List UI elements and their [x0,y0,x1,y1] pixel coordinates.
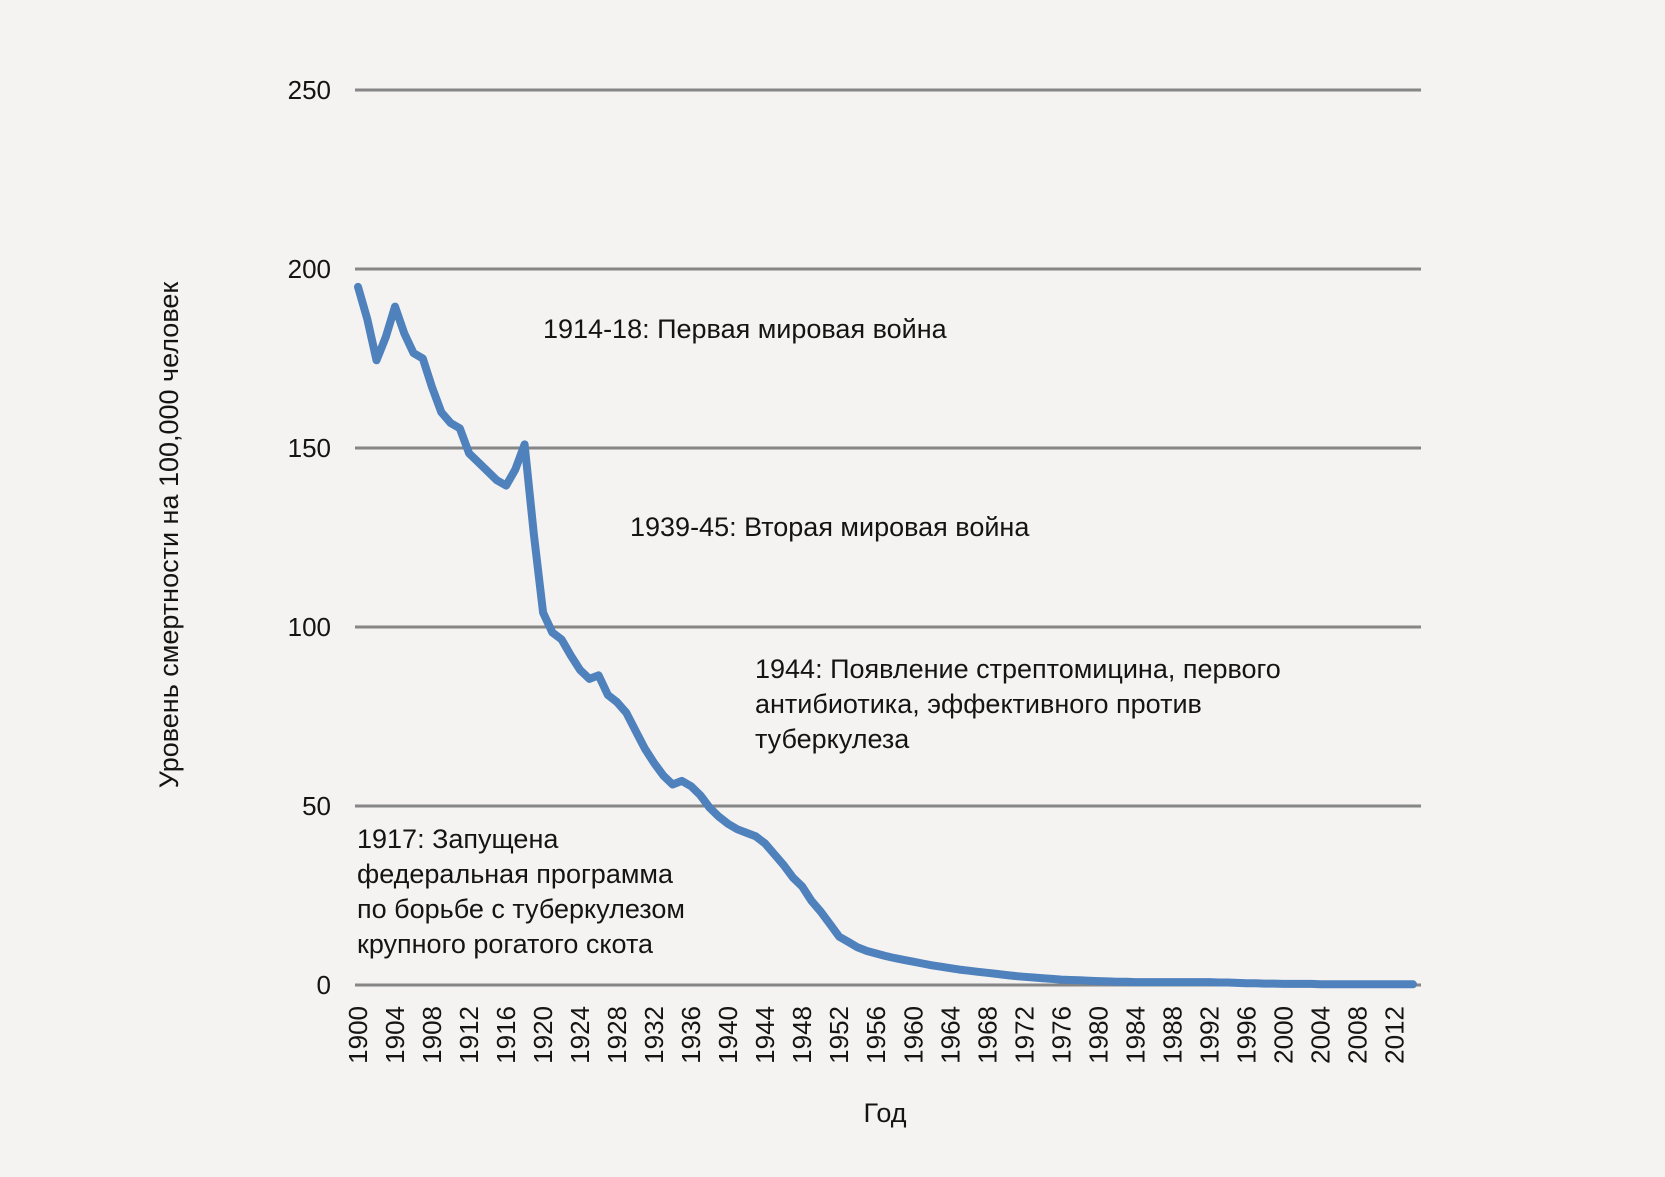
x-tick-label: 1928 [602,1006,632,1064]
y-axis-tick-labels: 0 50 100 150 200 250 [288,75,331,1000]
x-tick-label: 2004 [1305,1006,1335,1064]
x-tick-label: 1920 [528,1006,558,1064]
x-tick-label: 1964 [935,1006,965,1064]
x-tick-label: 1972 [1009,1006,1039,1064]
x-tick-label: 1944 [750,1006,780,1064]
x-tick-label: 1912 [454,1006,484,1064]
annotation-ww1: 1914-18: Первая мировая война [543,314,947,344]
x-tick-label: 1988 [1157,1006,1187,1064]
x-tick-label: 1916 [491,1006,521,1064]
y-tick-label: 200 [288,254,331,284]
x-tick-label: 1952 [824,1006,854,1064]
x-tick-label: 1956 [861,1006,891,1064]
x-tick-label: 1992 [1194,1006,1224,1064]
annotation-federal-program: 1917: Запущена федеральная программа по … [357,824,685,959]
x-tick-label: 1932 [639,1006,669,1064]
y-tick-label: 50 [302,791,331,821]
x-tick-label: 2000 [1268,1006,1298,1064]
x-tick-label: 1900 [343,1006,373,1064]
x-tick-label: 1904 [380,1006,410,1064]
x-tick-label: 1948 [787,1006,817,1064]
y-tick-label: 250 [288,75,331,105]
x-tick-label: 2008 [1342,1006,1372,1064]
x-tick-label: 1960 [898,1006,928,1064]
tb-mortality-line [354,282,1417,989]
annotation-ww2: 1939-45: Вторая мировая война [630,512,1030,542]
x-tick-label: 1940 [713,1006,743,1064]
x-tick-label: 1976 [1046,1006,1076,1064]
x-tick-label: 1924 [565,1006,595,1064]
x-tick-label: 1996 [1231,1006,1261,1064]
x-axis-title: Год [863,1098,907,1128]
y-tick-label: 100 [288,612,331,642]
x-tick-label: 2012 [1379,1006,1409,1064]
x-tick-label: 1908 [417,1006,447,1064]
annotation-streptomycin: 1944: Появление стрептомицина, первого а… [755,654,1281,754]
x-tick-label: 1936 [676,1006,706,1064]
x-axis-tick-labels: 1900 1904 1908 1912 1916 1920 1924 1928 1932 1936… [343,1006,1409,1064]
y-tick-label: 0 [317,970,331,1000]
x-tick-label: 1984 [1120,1006,1150,1064]
y-axis-title: Уровень смертности на 100,000 человек [154,281,184,789]
x-tick-label: 1980 [1083,1006,1113,1064]
y-tick-label: 150 [288,433,331,463]
x-tick-label: 1968 [972,1006,1002,1064]
